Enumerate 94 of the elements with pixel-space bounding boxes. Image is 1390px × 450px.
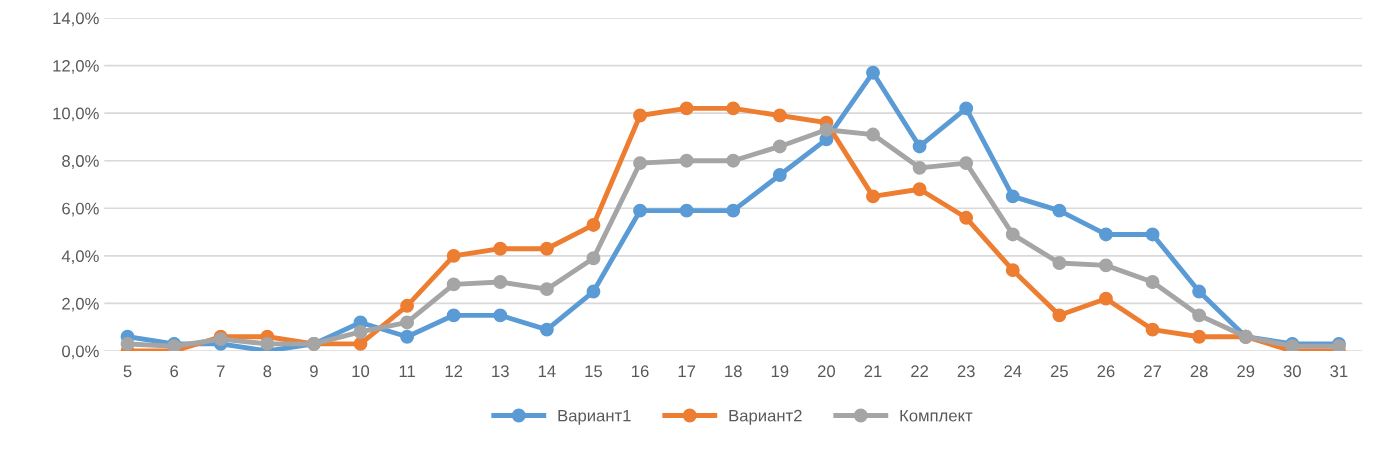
x-tick-label: 23 xyxy=(957,365,975,378)
point xyxy=(633,203,647,218)
point xyxy=(679,153,694,168)
point xyxy=(1052,256,1067,270)
point xyxy=(493,241,508,256)
point xyxy=(726,101,741,116)
x-tick-label: 24 xyxy=(1004,365,1022,377)
point xyxy=(1005,189,1020,204)
x-tick-label: 11 xyxy=(399,365,415,377)
point xyxy=(539,282,554,297)
point xyxy=(912,160,927,175)
legend-label: Комплект xyxy=(900,409,973,422)
point xyxy=(1192,284,1207,299)
legend-label: Вариант2 xyxy=(729,409,802,425)
x-tick-label: 18 xyxy=(725,365,742,378)
point xyxy=(400,315,415,330)
x-tick-label: 12 xyxy=(445,365,463,377)
x-tick-label: 8 xyxy=(263,365,272,378)
x-tick-label: 26 xyxy=(1097,365,1115,378)
x-tick-label: 14 xyxy=(538,365,556,377)
point xyxy=(400,298,415,313)
y-tick-label: 12,0% xyxy=(53,59,99,74)
point xyxy=(1145,275,1160,289)
point xyxy=(400,329,415,344)
point xyxy=(120,336,135,351)
point xyxy=(353,325,368,339)
x-tick-label: 27 xyxy=(1144,365,1161,377)
point xyxy=(260,336,275,351)
point xyxy=(586,217,601,232)
point xyxy=(1099,291,1113,306)
point xyxy=(539,322,554,337)
y-tick-label: 8,0% xyxy=(62,155,99,169)
x-tick-label: 21 xyxy=(864,365,882,377)
point xyxy=(446,248,461,263)
x-tick-label: 15 xyxy=(585,365,603,378)
point xyxy=(772,168,787,182)
point xyxy=(1005,227,1020,242)
point xyxy=(912,182,927,197)
point xyxy=(586,251,601,266)
y-tick-label: 10,0% xyxy=(53,107,99,122)
point xyxy=(959,210,974,225)
point xyxy=(1052,203,1067,218)
x-tick-label: 20 xyxy=(817,365,836,378)
point xyxy=(633,156,647,171)
x-tick-label: 19 xyxy=(771,365,789,378)
point xyxy=(1145,322,1160,337)
point xyxy=(679,203,694,218)
point xyxy=(772,139,787,154)
y-tick-label: 14,0% xyxy=(53,12,99,27)
point xyxy=(866,65,880,80)
y-tick-label: 2,0% xyxy=(62,297,99,312)
point xyxy=(959,101,974,116)
point xyxy=(493,308,508,323)
x-tick-label: 22 xyxy=(911,365,929,377)
point xyxy=(446,308,461,323)
point xyxy=(633,108,647,123)
point xyxy=(1005,263,1020,278)
point xyxy=(866,189,880,204)
point xyxy=(1099,258,1113,273)
point xyxy=(1192,329,1207,344)
x-tick-label: 28 xyxy=(1190,365,1208,378)
x-tick-label: 6 xyxy=(170,365,179,378)
y-tick-label: 4,0% xyxy=(61,250,99,265)
x-tick-label: 25 xyxy=(1050,365,1068,378)
point xyxy=(819,122,834,137)
x-tick-label: 29 xyxy=(1237,365,1255,378)
point xyxy=(726,153,741,168)
legend-label: Вариант1 xyxy=(558,409,631,425)
point xyxy=(446,277,461,292)
point xyxy=(866,127,880,142)
point xyxy=(1099,227,1113,242)
point xyxy=(912,139,927,154)
x-tick-label: 7 xyxy=(216,365,225,377)
point xyxy=(353,336,368,351)
point xyxy=(1192,308,1207,323)
x-tick-label: 13 xyxy=(492,365,509,378)
point xyxy=(679,101,694,116)
x-tick-label: 5 xyxy=(123,365,132,378)
x-tick-label: 10 xyxy=(352,365,370,378)
point xyxy=(493,275,508,289)
point xyxy=(726,203,741,218)
x-tick-label: 9 xyxy=(310,365,318,378)
x-tick-label: 31 xyxy=(1330,365,1348,378)
point xyxy=(586,284,601,299)
point xyxy=(539,241,554,256)
point xyxy=(772,108,787,123)
y-tick-label: 6,0% xyxy=(62,202,99,217)
x-tick-label: 17 xyxy=(678,365,696,377)
point xyxy=(1145,227,1160,242)
point xyxy=(959,156,974,171)
x-tick-label: 16 xyxy=(632,365,649,378)
x-tick-label: 30 xyxy=(1283,365,1301,378)
point xyxy=(1052,308,1067,323)
y-tick-label: 0,0% xyxy=(62,345,99,360)
